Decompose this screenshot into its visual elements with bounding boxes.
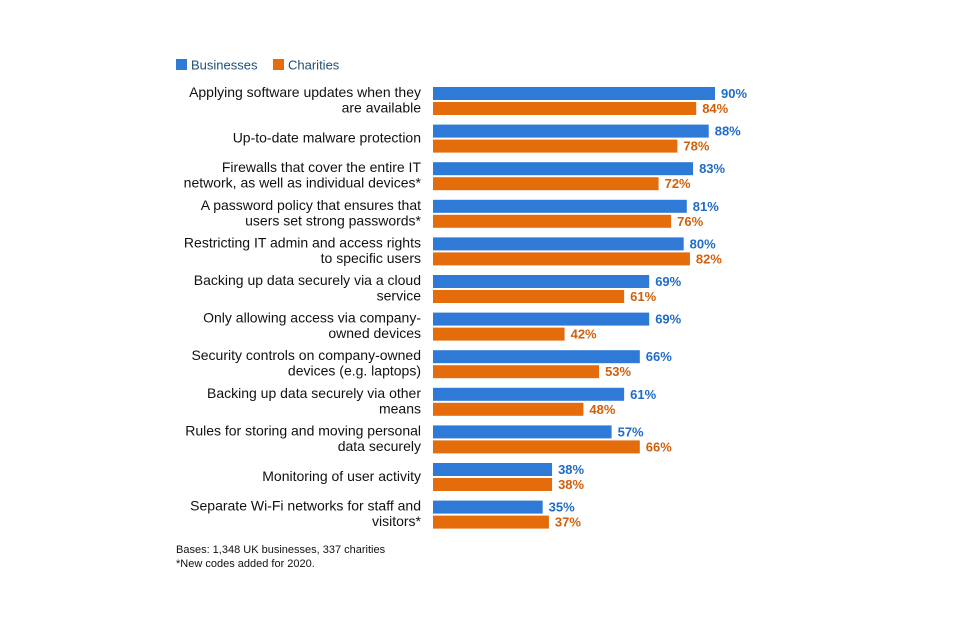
legend-swatch-charities — [273, 59, 284, 70]
data-label-businesses: 69% — [655, 312, 681, 327]
data-label-businesses: 90% — [721, 86, 747, 101]
data-label-businesses: 61% — [630, 387, 656, 402]
data-label-businesses: 69% — [655, 274, 681, 289]
data-label-businesses: 38% — [558, 462, 584, 477]
data-label-charities: 76% — [677, 214, 703, 229]
data-label-charities: 53% — [605, 364, 631, 379]
category-label: Separate Wi-Fi networks for staff and — [190, 498, 421, 514]
category-label: Only allowing access via company- — [203, 310, 421, 326]
bar-businesses — [433, 199, 687, 213]
bar-businesses — [433, 87, 715, 100]
category-label: Firewalls that cover the entire IT — [222, 159, 422, 175]
bases-footnote: Bases: 1,348 UK businesses, 337 charitie… — [176, 544, 386, 556]
bar-businesses — [433, 312, 650, 326]
bar-businesses — [433, 275, 650, 288]
data-label-charities: 48% — [589, 402, 615, 417]
category-label: are available — [342, 100, 422, 116]
data-label-businesses: 88% — [715, 124, 741, 139]
bar-businesses — [433, 237, 684, 251]
bar-businesses — [433, 387, 625, 401]
bar-businesses — [433, 350, 640, 364]
category-label: to specific users — [321, 250, 421, 266]
category-label: visitors* — [372, 513, 422, 529]
bar-charities — [433, 139, 678, 153]
data-label-charities: 66% — [646, 439, 672, 454]
category-label: Monitoring of user activity — [262, 468, 421, 484]
bar-charities — [433, 290, 625, 303]
category-label: A password policy that ensures that — [201, 197, 421, 213]
data-label-charities: 72% — [665, 176, 691, 191]
bar-businesses — [433, 463, 553, 476]
bar-businesses — [433, 425, 612, 439]
bar-businesses — [433, 500, 543, 514]
bar-charities — [433, 102, 697, 115]
legend-label-businesses: Businesses — [191, 58, 258, 73]
bar-charities — [433, 252, 690, 266]
data-label-businesses: 57% — [618, 424, 644, 439]
category-label: means — [379, 400, 421, 416]
category-label: Up-to-date malware protection — [233, 129, 421, 145]
bar-charities — [433, 177, 659, 191]
category-label: Restricting IT admin and access rights — [184, 234, 421, 250]
data-label-businesses: 66% — [646, 349, 672, 364]
bar-charities — [433, 478, 553, 491]
bar-charities — [433, 214, 672, 228]
category-label: Rules for storing and moving personal — [185, 422, 421, 438]
category-label: data securely — [338, 438, 421, 454]
bar-businesses — [433, 162, 694, 176]
category-label: users set strong passwords* — [245, 212, 421, 228]
legend-swatch-businesses — [176, 59, 187, 70]
bar-businesses — [433, 124, 709, 138]
data-label-charities: 42% — [571, 327, 597, 342]
category-label: owned devices — [328, 325, 421, 341]
category-label: Backing up data securely via a cloud — [194, 272, 421, 288]
bar-charities — [433, 365, 600, 379]
new-codes-footnote: *New codes added for 2020. — [176, 558, 315, 570]
bar-charities — [433, 440, 640, 454]
category-label: Backing up data securely via other — [207, 385, 421, 401]
category-label: devices (e.g. laptops) — [288, 363, 421, 379]
bar-charities — [433, 402, 584, 416]
data-label-businesses: 81% — [693, 199, 719, 214]
bar-charities — [433, 515, 549, 529]
bar-charities — [433, 327, 565, 341]
category-label: network, as well as individual devices* — [184, 175, 422, 191]
data-label-charities: 82% — [696, 251, 722, 266]
data-label-charities: 38% — [558, 477, 584, 492]
data-label-charities: 78% — [683, 139, 709, 154]
data-label-businesses: 35% — [549, 500, 575, 515]
category-label: Applying software updates when they — [189, 84, 421, 100]
legend-label-charities: Charities — [288, 58, 340, 73]
data-label-charities: 37% — [555, 515, 581, 530]
data-label-charities: 84% — [702, 101, 728, 116]
data-label-businesses: 80% — [690, 236, 716, 251]
category-label: service — [377, 288, 422, 304]
category-label: Security controls on company-owned — [191, 347, 421, 363]
data-label-businesses: 83% — [699, 161, 725, 176]
data-label-charities: 61% — [630, 289, 656, 304]
